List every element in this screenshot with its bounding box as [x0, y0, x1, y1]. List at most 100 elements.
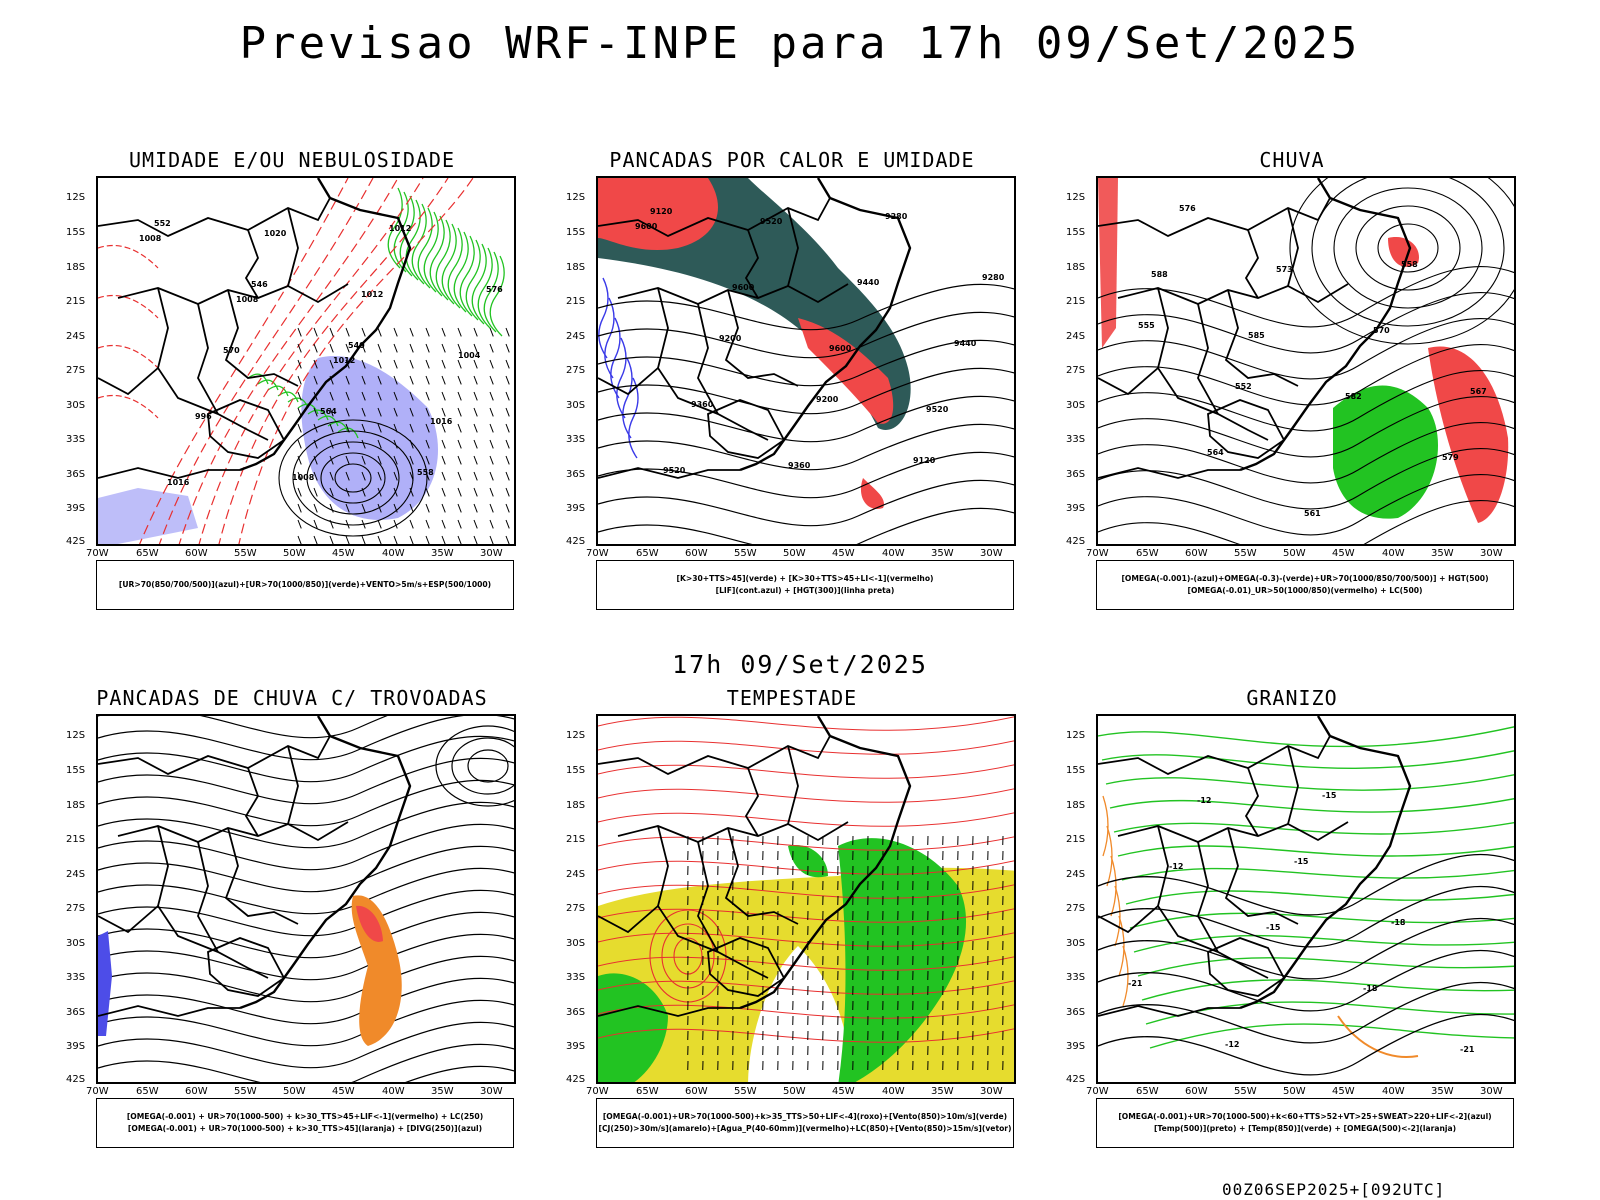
latitude-label: 24S [66, 869, 86, 880]
contour-label: 573 [1276, 265, 1293, 274]
latitude-label: 42S [66, 536, 86, 547]
latitude-label: 33S [66, 972, 86, 983]
latitude-label: 42S [66, 1074, 86, 1085]
latitude-label: 24S [1066, 331, 1086, 342]
contour-label: -18 [1363, 984, 1378, 993]
longitude-label: 60W [185, 1086, 208, 1097]
longitude-label: 40W [382, 1086, 405, 1097]
latitude-label: 15S [1066, 227, 1086, 238]
legend-line: [CJ(250)>30m/s](amarelo)+[Agua_P(40-60mm… [598, 1124, 1012, 1133]
heat-showers-panel: PANCADAS POR CALOR E UMIDADE 9600 9600 9600… [552, 148, 1032, 628]
legend-line: [OMEGA(-0.001) + UR>70(1000-500) + k>30_… [126, 1112, 484, 1121]
contour-label: 1016 [167, 478, 190, 487]
map-area: 1008 1008 1012 1016 1016 1020 1012 1004 996 1008 1… [96, 176, 516, 546]
contour-label: 1012 [361, 290, 383, 299]
panel-title: PANCADAS POR CALOR E UMIDADE [609, 148, 975, 172]
longitude-label: 70W [1086, 1086, 1109, 1097]
latitude-label: 21S [66, 296, 86, 307]
latitude-label: 21S [1066, 834, 1086, 845]
contour-label: 9520 [760, 217, 783, 226]
latitude-label: 33S [1066, 972, 1086, 983]
latitude-label: 39S [566, 1041, 586, 1052]
contour-label: 1012 [389, 224, 411, 233]
contour-label: -12 [1169, 862, 1183, 871]
contour-label: 9280 [982, 273, 1005, 282]
longitude-label: 70W [86, 548, 109, 559]
legend-box: [OMEGA(-0.001) + UR>70(1000-500) + k>30_… [96, 1098, 514, 1148]
legend-line: [OMEGA(-0.001)-(azul)+OMEGA(-0.3)-(verde… [1121, 574, 1489, 583]
legend-line: [OMEGA(-0.001)+UR>70(1000-500)+k<60+TTS>… [1118, 1112, 1492, 1121]
longitude-label: 50W [1283, 548, 1306, 559]
contour-label: 9520 [926, 405, 949, 414]
humidity-panel: UMIDADE E/OU NEBULOSIDADE 1008 1008 1012 101… [52, 148, 532, 628]
longitude-label: 40W [882, 548, 905, 559]
latitude-label: 33S [566, 434, 586, 445]
latitude-label: 30S [1066, 938, 1086, 949]
longitude-label: 65W [636, 1086, 659, 1097]
latitude-label: 33S [566, 972, 586, 983]
contour-label: 582 [1345, 392, 1362, 401]
latitude-label: 36S [1066, 469, 1086, 480]
contour-label: -12 [1197, 796, 1211, 805]
longitude-label: 40W [1382, 548, 1405, 559]
latitude-label: 30S [66, 400, 86, 411]
latitude-label: 39S [566, 503, 586, 514]
contour-label: 9440 [857, 278, 880, 287]
legend-line: [K>30+TTS>45](verde) + [K>30+TTS>45+LI<-… [676, 574, 934, 583]
contour-label: -21 [1128, 979, 1143, 988]
contour-label: 9200 [719, 334, 742, 343]
latitude-label: 24S [566, 331, 586, 342]
contour-label: 567 [1470, 387, 1487, 396]
longitude-label: 50W [283, 548, 306, 559]
legend-line: [LIF](cont.azul) + [HGT(300)](linha pret… [715, 586, 895, 595]
contour-label: 9200 [816, 395, 839, 404]
longitude-label: 70W [586, 548, 609, 559]
forecast-time-label: 17h 09/Set/2025 [672, 650, 928, 679]
latitude-label: 27S [66, 903, 86, 914]
contour-label: 9360 [788, 461, 811, 470]
contour-label: 9600 [732, 283, 755, 292]
legend-line: [OMEGA(-0.001)+UR>70(1000-500)+k>35_TTS>… [602, 1112, 1008, 1121]
longitude-label: 55W [1234, 548, 1257, 559]
latitude-label: 39S [1066, 1041, 1086, 1052]
contour-label: 576 [486, 285, 503, 294]
longitude-label: 50W [1283, 1086, 1306, 1097]
contour-label: -15 [1322, 791, 1337, 800]
longitude-label: 35W [931, 548, 954, 559]
latitude-label: 27S [566, 365, 586, 376]
legend-box: [OMEGA(-0.001)+UR>70(1000-500)+k>35_TTS>… [596, 1098, 1014, 1148]
latitude-label: 21S [566, 834, 586, 845]
contour-label: 1008 [292, 473, 315, 482]
longitude-label: 45W [832, 548, 855, 559]
contour-label: 9440 [954, 339, 977, 348]
contour-label: 570 [1373, 326, 1390, 335]
contour-label: 9600 [829, 344, 852, 353]
longitude-label: 55W [734, 548, 757, 559]
longitude-label: 55W [734, 1086, 757, 1097]
panel-title: UMIDADE E/OU NEBULOSIDADE [128, 148, 456, 172]
contour-label: -15 [1294, 857, 1309, 866]
longitude-label: 60W [1185, 1086, 1208, 1097]
longitude-label: 30W [480, 1086, 503, 1097]
forecast-map: -12 -15 -18 -21 -12 -15 -18 -21 -12 -15 [1098, 716, 1514, 1076]
latitude-label: 36S [1066, 1007, 1086, 1018]
longitude-label: 70W [86, 1086, 109, 1097]
latitude-label: 39S [66, 1041, 86, 1052]
map-area: -12 -15 -18 -21 -12 -15 -18 -21 -12 -15 [1096, 714, 1516, 1084]
legend-box: [OMEGA(-0.001)+UR>70(1000-500)+k<60+TTS>… [1096, 1098, 1514, 1148]
contour-label: 576 [1179, 204, 1196, 213]
latitude-label: 12S [566, 730, 586, 741]
latitude-label: 36S [566, 469, 586, 480]
latitude-label: 39S [66, 503, 86, 514]
longitude-label: 45W [332, 548, 355, 559]
map-area [596, 714, 1016, 1084]
contour-label: 9360 [691, 400, 714, 409]
panel-title: PANCADAS DE CHUVA C/ TROVOADAS [96, 686, 488, 710]
longitude-label: 65W [1136, 1086, 1159, 1097]
forecast-map: 588 585 582 579 576 573 570 567 564 561 558 555 552 [1098, 178, 1514, 544]
longitude-label: 60W [685, 1086, 708, 1097]
longitude-label: 65W [1136, 548, 1159, 559]
map-area: 588 585 582 579 576 573 570 567 564 561 558 555 552 [1096, 176, 1516, 546]
contour-label: 1008 [139, 234, 162, 243]
longitude-label: 45W [1332, 548, 1355, 559]
